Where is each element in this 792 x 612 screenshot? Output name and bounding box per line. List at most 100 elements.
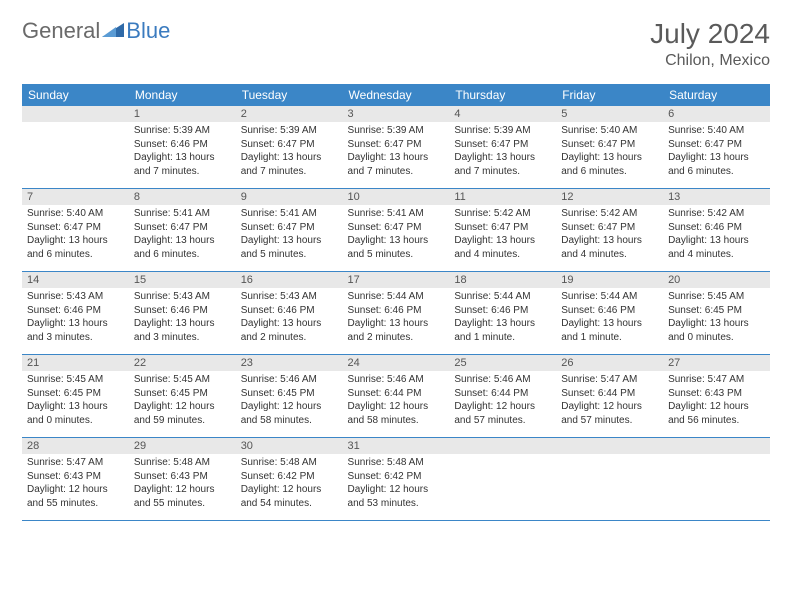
sunrise-text: Sunrise: 5:41 AM xyxy=(134,207,231,221)
sunset-text: Sunset: 6:47 PM xyxy=(348,221,445,235)
day-number: 15 xyxy=(129,272,236,288)
sunrise-text: Sunrise: 5:41 AM xyxy=(241,207,338,221)
daylight-text: Daylight: 13 hours and 0 minutes. xyxy=(668,317,765,344)
day-content: Sunrise: 5:45 AMSunset: 6:45 PMDaylight:… xyxy=(22,371,129,437)
calendar-day-cell xyxy=(22,106,129,189)
calendar-day-cell: 25Sunrise: 5:46 AMSunset: 6:44 PMDayligh… xyxy=(449,355,556,438)
day-number: 18 xyxy=(449,272,556,288)
day-number xyxy=(663,438,770,454)
sunrise-text: Sunrise: 5:45 AM xyxy=(668,290,765,304)
sunset-text: Sunset: 6:47 PM xyxy=(134,221,231,235)
sunset-text: Sunset: 6:44 PM xyxy=(561,387,658,401)
day-number: 27 xyxy=(663,355,770,371)
sunrise-text: Sunrise: 5:46 AM xyxy=(241,373,338,387)
daylight-text: Daylight: 13 hours and 6 minutes. xyxy=(561,151,658,178)
sunset-text: Sunset: 6:47 PM xyxy=(348,138,445,152)
calendar-day-cell: 1Sunrise: 5:39 AMSunset: 6:46 PMDaylight… xyxy=(129,106,236,189)
sunset-text: Sunset: 6:47 PM xyxy=(241,221,338,235)
day-number: 4 xyxy=(449,106,556,122)
sunset-text: Sunset: 6:45 PM xyxy=(27,387,124,401)
day-content: Sunrise: 5:42 AMSunset: 6:47 PMDaylight:… xyxy=(449,205,556,271)
sunrise-text: Sunrise: 5:46 AM xyxy=(454,373,551,387)
day-number: 9 xyxy=(236,189,343,205)
day-content: Sunrise: 5:39 AMSunset: 6:47 PMDaylight:… xyxy=(449,122,556,188)
sunset-text: Sunset: 6:46 PM xyxy=(27,304,124,318)
calendar-day-cell: 19Sunrise: 5:44 AMSunset: 6:46 PMDayligh… xyxy=(556,272,663,355)
logo-text-general: General xyxy=(22,18,100,44)
daylight-text: Daylight: 13 hours and 6 minutes. xyxy=(134,234,231,261)
day-number: 12 xyxy=(556,189,663,205)
calendar-day-cell: 28Sunrise: 5:47 AMSunset: 6:43 PMDayligh… xyxy=(22,438,129,521)
day-number: 6 xyxy=(663,106,770,122)
daylight-text: Daylight: 12 hours and 55 minutes. xyxy=(134,483,231,510)
weekday-header: Sunday xyxy=(22,84,129,106)
sunset-text: Sunset: 6:47 PM xyxy=(241,138,338,152)
day-number: 28 xyxy=(22,438,129,454)
day-content: Sunrise: 5:42 AMSunset: 6:46 PMDaylight:… xyxy=(663,205,770,271)
calendar-day-cell: 4Sunrise: 5:39 AMSunset: 6:47 PMDaylight… xyxy=(449,106,556,189)
daylight-text: Daylight: 12 hours and 58 minutes. xyxy=(348,400,445,427)
day-number: 17 xyxy=(343,272,450,288)
calendar-day-cell: 15Sunrise: 5:43 AMSunset: 6:46 PMDayligh… xyxy=(129,272,236,355)
sunset-text: Sunset: 6:45 PM xyxy=(134,387,231,401)
day-content: Sunrise: 5:40 AMSunset: 6:47 PMDaylight:… xyxy=(22,205,129,271)
day-content: Sunrise: 5:42 AMSunset: 6:47 PMDaylight:… xyxy=(556,205,663,271)
day-number: 10 xyxy=(343,189,450,205)
day-content: Sunrise: 5:44 AMSunset: 6:46 PMDaylight:… xyxy=(449,288,556,354)
day-content: Sunrise: 5:48 AMSunset: 6:42 PMDaylight:… xyxy=(236,454,343,520)
day-content: Sunrise: 5:40 AMSunset: 6:47 PMDaylight:… xyxy=(556,122,663,188)
daylight-text: Daylight: 12 hours and 55 minutes. xyxy=(27,483,124,510)
calendar-day-cell: 27Sunrise: 5:47 AMSunset: 6:43 PMDayligh… xyxy=(663,355,770,438)
day-number: 23 xyxy=(236,355,343,371)
sunrise-text: Sunrise: 5:47 AM xyxy=(561,373,658,387)
day-number: 24 xyxy=(343,355,450,371)
calendar-day-cell: 23Sunrise: 5:46 AMSunset: 6:45 PMDayligh… xyxy=(236,355,343,438)
day-content: Sunrise: 5:41 AMSunset: 6:47 PMDaylight:… xyxy=(343,205,450,271)
day-number: 16 xyxy=(236,272,343,288)
day-content: Sunrise: 5:46 AMSunset: 6:44 PMDaylight:… xyxy=(449,371,556,437)
sunset-text: Sunset: 6:46 PM xyxy=(134,304,231,318)
calendar-week-row: 1Sunrise: 5:39 AMSunset: 6:46 PMDaylight… xyxy=(22,106,770,189)
day-number: 30 xyxy=(236,438,343,454)
daylight-text: Daylight: 12 hours and 58 minutes. xyxy=(241,400,338,427)
calendar-day-cell: 9 Sunrise: 5:41 AMSunset: 6:47 PMDaylight… xyxy=(236,189,343,272)
sunset-text: Sunset: 6:46 PM xyxy=(348,304,445,318)
calendar-day-cell: 17Sunrise: 5:44 AMSunset: 6:46 PMDayligh… xyxy=(343,272,450,355)
daylight-text: Daylight: 13 hours and 5 minutes. xyxy=(241,234,338,261)
weekday-header: Saturday xyxy=(663,84,770,106)
sunrise-text: Sunrise: 5:42 AM xyxy=(454,207,551,221)
sunrise-text: Sunrise: 5:46 AM xyxy=(348,373,445,387)
sunrise-text: Sunrise: 5:42 AM xyxy=(668,207,765,221)
sunset-text: Sunset: 6:47 PM xyxy=(561,221,658,235)
daylight-text: Daylight: 13 hours and 5 minutes. xyxy=(348,234,445,261)
day-content: Sunrise: 5:46 AMSunset: 6:45 PMDaylight:… xyxy=(236,371,343,437)
daylight-text: Daylight: 12 hours and 57 minutes. xyxy=(561,400,658,427)
sunset-text: Sunset: 6:46 PM xyxy=(454,304,551,318)
daylight-text: Daylight: 12 hours and 53 minutes. xyxy=(348,483,445,510)
day-number: 31 xyxy=(343,438,450,454)
sunrise-text: Sunrise: 5:40 AM xyxy=(668,124,765,138)
sunrise-text: Sunrise: 5:45 AM xyxy=(27,373,124,387)
calendar-week-row: 21Sunrise: 5:45 AMSunset: 6:45 PMDayligh… xyxy=(22,355,770,438)
sunset-text: Sunset: 6:46 PM xyxy=(241,304,338,318)
calendar-day-cell xyxy=(663,438,770,521)
daylight-text: Daylight: 13 hours and 4 minutes. xyxy=(668,234,765,261)
day-number xyxy=(22,106,129,122)
calendar-day-cell: 11Sunrise: 5:42 AMSunset: 6:47 PMDayligh… xyxy=(449,189,556,272)
calendar-day-cell: 8Sunrise: 5:41 AMSunset: 6:47 PMDaylight… xyxy=(129,189,236,272)
sunset-text: Sunset: 6:43 PM xyxy=(27,470,124,484)
daylight-text: Daylight: 12 hours and 59 minutes. xyxy=(134,400,231,427)
calendar-day-cell: 29Sunrise: 5:48 AMSunset: 6:43 PMDayligh… xyxy=(129,438,236,521)
calendar-day-cell: 5Sunrise: 5:40 AMSunset: 6:47 PMDaylight… xyxy=(556,106,663,189)
calendar-day-cell: 30Sunrise: 5:48 AMSunset: 6:42 PMDayligh… xyxy=(236,438,343,521)
location: Chilon, Mexico xyxy=(650,52,770,70)
sunrise-text: Sunrise: 5:43 AM xyxy=(134,290,231,304)
day-content: Sunrise: 5:47 AMSunset: 6:43 PMDaylight:… xyxy=(663,371,770,437)
logo-text-blue: Blue xyxy=(126,18,170,44)
day-content: Sunrise: 5:43 AMSunset: 6:46 PMDaylight:… xyxy=(129,288,236,354)
sunrise-text: Sunrise: 5:44 AM xyxy=(454,290,551,304)
calendar-day-cell: 2Sunrise: 5:39 AMSunset: 6:47 PMDaylight… xyxy=(236,106,343,189)
title-block: July 2024 Chilon, Mexico xyxy=(650,18,770,70)
day-number: 5 xyxy=(556,106,663,122)
day-content: Sunrise: 5:48 AMSunset: 6:42 PMDaylight:… xyxy=(343,454,450,520)
